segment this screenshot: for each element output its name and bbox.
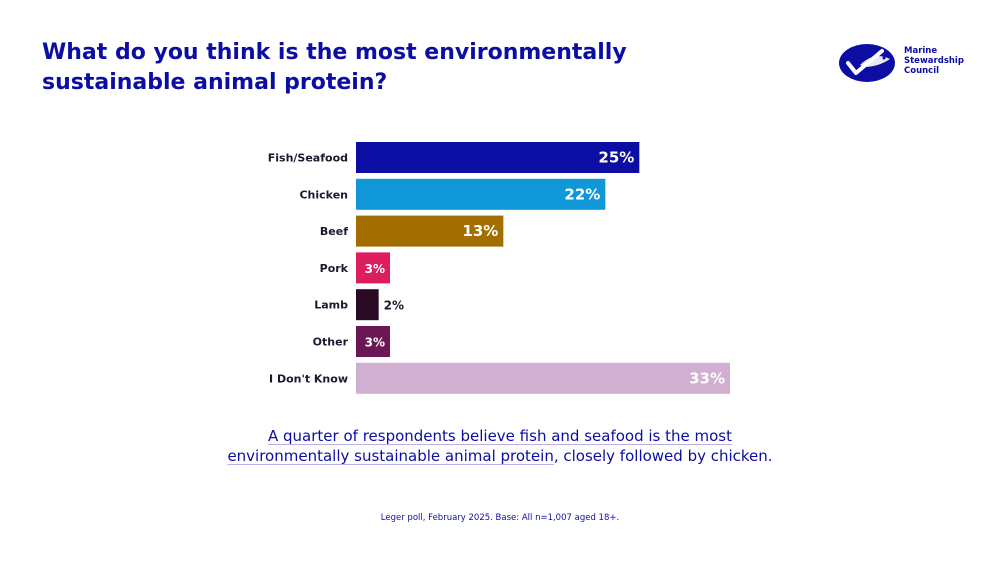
category-label: Fish/Seafood [268,152,348,165]
data-label: 3% [365,262,385,276]
data-label: 3% [365,336,385,350]
category-label: Pork [320,262,349,275]
source-note: Leger poll, February 2025. Base: All n=1… [380,513,620,523]
bar [356,215,504,247]
category-label: Chicken [299,188,348,201]
bar [356,289,379,321]
data-label: 33% [689,369,725,387]
caption-tail: , closely followed by chicken. [553,447,773,465]
bar [356,142,640,173]
bar-chart: Fish/Seafood 25% Chicken 22% Beef 13% Pork 3% La… [268,142,730,394]
chart-caption: A quarter of respondents believe fish an… [200,426,800,466]
logo-line-3: Council [904,66,940,76]
bar [356,178,606,210]
category-label: Lamb [314,299,348,312]
bar [356,326,390,357]
bar [356,252,390,284]
logo-line-1: Marine [904,46,938,56]
msc-logo-icon [839,44,895,82]
title-line-2: sustainable animal protein? [42,70,388,95]
page-title: What do you think is the most environmen… [42,38,642,98]
category-label: Beef [320,225,348,238]
data-label: 2% [384,299,404,313]
data-label: 13% [462,222,498,240]
logo-text: Marine Stewardship Council [904,46,964,76]
data-label: 25% [598,149,634,167]
category-label: Other [313,336,349,349]
data-label: 22% [564,185,600,203]
title-line-1: What do you think is the most environmen… [42,40,627,65]
caption-highlight-2: environmentally sustainable animal prote… [227,447,554,465]
caption-highlight-1: A quarter of respondents believe fish an… [268,427,732,445]
category-label: I Don't Know [269,372,348,385]
logo-line-2: Stewardship [904,56,964,66]
bar [356,362,730,394]
